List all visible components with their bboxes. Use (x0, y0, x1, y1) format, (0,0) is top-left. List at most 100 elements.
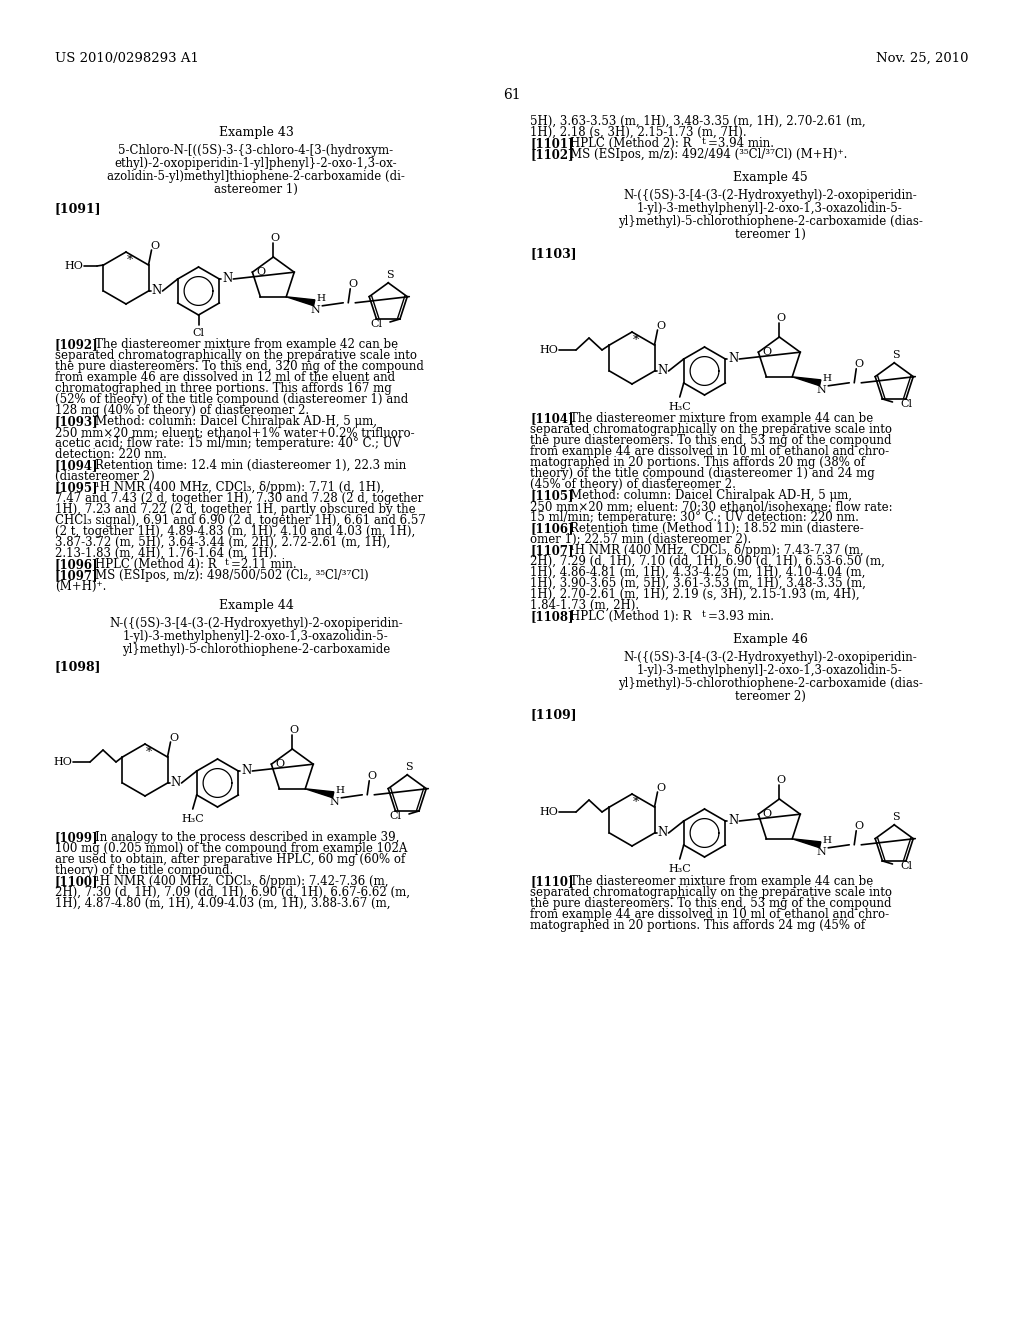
Text: [1105]: [1105] (530, 488, 573, 502)
Text: Cl: Cl (900, 399, 912, 409)
Text: N: N (657, 826, 668, 840)
Polygon shape (793, 376, 821, 385)
Text: 5H), 3.63-3.53 (m, 1H), 3.48-3.35 (m, 1H), 2.70-2.61 (m,: 5H), 3.63-3.53 (m, 1H), 3.48-3.35 (m, 1H… (530, 115, 865, 128)
Text: separated chromatographically on the preparative scale into: separated chromatographically on the pre… (530, 422, 892, 436)
Text: [1107]: [1107] (530, 544, 573, 557)
Text: [1110]: [1110] (530, 875, 573, 888)
Text: N: N (242, 764, 252, 777)
Text: azolidin-5-yl)methyl]thiophene-2-carboxamide (di-: azolidin-5-yl)methyl]thiophene-2-carboxa… (108, 170, 404, 183)
Text: S: S (386, 269, 394, 280)
Text: 128 mg (40% of theory) of diastereomer 2.: 128 mg (40% of theory) of diastereomer 2… (55, 404, 309, 417)
Text: N: N (152, 285, 162, 297)
Text: acetic acid; flow rate: 15 ml/min; temperature: 40° C.; UV: acetic acid; flow rate: 15 ml/min; tempe… (55, 437, 401, 450)
Text: yl}methyl)-5-chlorothiophene-2-carboxamide (dias-: yl}methyl)-5-chlorothiophene-2-carboxami… (617, 215, 923, 228)
Text: (diastereomer 2): (diastereomer 2) (55, 470, 155, 483)
Text: 1H), 4.86-4.81 (m, 1H), 4.33-4.25 (m, 1H), 4.10-4.04 (m,: 1H), 4.86-4.81 (m, 1H), 4.33-4.25 (m, 1H… (530, 566, 865, 579)
Text: matographed in 20 portions. This affords 20 mg (38% of: matographed in 20 portions. This affords… (530, 455, 865, 469)
Text: HO: HO (65, 261, 83, 271)
Text: [1103]: [1103] (530, 247, 577, 260)
Text: MS (ESIpos, m/z): 498/500/502 (Cl₂, ³⁵Cl/³⁷Cl): MS (ESIpos, m/z): 498/500/502 (Cl₂, ³⁵Cl… (95, 569, 369, 582)
Text: [1091]: [1091] (55, 202, 101, 215)
Text: t: t (225, 558, 229, 568)
Text: H₃C: H₃C (669, 865, 691, 874)
Text: O: O (290, 725, 299, 735)
Text: (45% of theory) of diastereomer 2.: (45% of theory) of diastereomer 2. (530, 478, 736, 491)
Text: yl}methyl)-5-chlorothiophene-2-carboxamide (dias-: yl}methyl)-5-chlorothiophene-2-carboxami… (617, 677, 923, 690)
Text: HO: HO (539, 807, 558, 817)
Text: theory) of the title compound (diastereomer 1) and 24 mg: theory) of the title compound (diastereo… (530, 467, 874, 480)
Text: Example 43: Example 43 (218, 125, 294, 139)
Text: The diastereomer mixture from example 44 can be: The diastereomer mixture from example 44… (570, 412, 873, 425)
Text: (M+H)⁺.: (M+H)⁺. (55, 579, 106, 593)
Text: O: O (270, 234, 280, 243)
Text: 1H), 2.70-2.61 (m, 1H), 2.19 (s, 3H), 2.15-1.93 (m, 4H),: 1H), 2.70-2.61 (m, 1H), 2.19 (s, 3H), 2.… (530, 587, 859, 601)
Text: the pure diastereomers. To this end, 53 mg of the compound: the pure diastereomers. To this end, 53 … (530, 898, 892, 909)
Text: Example 46: Example 46 (732, 634, 808, 645)
Text: =3.94 min.: =3.94 min. (708, 137, 774, 150)
Text: 7.47 and 7.43 (2 d, together 1H), 7.30 and 7.28 (2 d, together: 7.47 and 7.43 (2 d, together 1H), 7.30 a… (55, 492, 423, 506)
Text: 250 mm×20 mm; eluent: ethanol+1% water+0.2% trifluoro-: 250 mm×20 mm; eluent: ethanol+1% water+0… (55, 426, 415, 440)
Text: [1094]: [1094] (55, 459, 98, 473)
Text: [1104]: [1104] (530, 412, 573, 425)
Text: O: O (368, 771, 377, 781)
Text: H: H (336, 787, 345, 795)
Text: [1101]: [1101] (530, 137, 573, 150)
Text: [1095]: [1095] (55, 480, 98, 494)
Text: 3.87-3.72 (m, 5H), 3.64-3.44 (m, 2H), 2.72-2.61 (m, 1H),: 3.87-3.72 (m, 5H), 3.64-3.44 (m, 2H), 2.… (55, 536, 390, 549)
Text: =3.93 min.: =3.93 min. (708, 610, 774, 623)
Text: t: t (702, 137, 706, 147)
Text: theory) of the title compound.: theory) of the title compound. (55, 865, 233, 876)
Text: N: N (728, 814, 738, 828)
Text: O: O (656, 321, 665, 331)
Text: *: * (633, 796, 639, 808)
Text: Example 45: Example 45 (732, 172, 807, 183)
Text: [1092]: [1092] (55, 338, 98, 351)
Text: [1097]: [1097] (55, 569, 98, 582)
Text: (52% of theory) of the title compound (diastereomer 1) and: (52% of theory) of the title compound (d… (55, 393, 409, 407)
Text: Cl: Cl (193, 327, 205, 338)
Text: H: H (316, 294, 326, 304)
Text: O: O (150, 242, 159, 251)
Text: 2H), 7.29 (d, 1H), 7.10 (dd, 1H), 6.90 (d, 1H), 6.53-6.50 (m,: 2H), 7.29 (d, 1H), 7.10 (dd, 1H), 6.90 (… (530, 554, 885, 568)
Text: the pure diastereomers. To this end, 320 mg of the compound: the pure diastereomers. To this end, 320… (55, 360, 424, 374)
Text: matographed in 20 portions. This affords 24 mg (45% of: matographed in 20 portions. This affords… (530, 919, 865, 932)
Text: N: N (310, 305, 321, 314)
Text: HPLC (Method 4): R: HPLC (Method 4): R (95, 558, 217, 572)
Text: detection: 220 nm.: detection: 220 nm. (55, 447, 167, 461)
Text: 1H), 2.18 (s, 3H), 2.15-1.73 (m, 7H).: 1H), 2.18 (s, 3H), 2.15-1.73 (m, 7H). (530, 125, 746, 139)
Text: N-({(5S)-3-[4-(3-(2-Hydroxyethyl)-2-oxopiperidin-: N-({(5S)-3-[4-(3-(2-Hydroxyethyl)-2-oxop… (624, 189, 916, 202)
Text: Retention time (Method 11): 18.52 min (diastere-: Retention time (Method 11): 18.52 min (d… (570, 521, 864, 535)
Text: S: S (893, 350, 900, 360)
Polygon shape (305, 789, 334, 797)
Text: [1098]: [1098] (55, 660, 101, 673)
Text: 1.84-1.73 (m, 2H).: 1.84-1.73 (m, 2H). (530, 599, 639, 612)
Text: are used to obtain, after preparative HPLC, 60 mg (60% of: are used to obtain, after preparative HP… (55, 853, 406, 866)
Text: N: N (816, 847, 826, 857)
Text: O: O (777, 313, 785, 323)
Text: [1102]: [1102] (530, 148, 573, 161)
Text: ¹H NMR (400 MHz, CDCl₃, δ/ppm): 7.42-7.36 (m,: ¹H NMR (400 MHz, CDCl₃, δ/ppm): 7.42-7.3… (95, 875, 388, 888)
Text: MS (ESIpos, m/z): 492/494 (³⁵Cl/³⁷Cl) (M+H)⁺.: MS (ESIpos, m/z): 492/494 (³⁵Cl/³⁷Cl) (M… (570, 148, 848, 161)
Text: 1H), 7.23 and 7.22 (2 d, together 1H, partly obscured by the: 1H), 7.23 and 7.22 (2 d, together 1H, pa… (55, 503, 416, 516)
Text: N: N (728, 352, 738, 366)
Text: *: * (145, 746, 153, 759)
Text: separated chromatographically on the preparative scale into: separated chromatographically on the pre… (530, 886, 892, 899)
Text: HPLC (Method 2): R: HPLC (Method 2): R (570, 137, 691, 150)
Text: O: O (348, 279, 357, 289)
Text: from example 44 are dissolved in 10 ml of ethanol and chro-: from example 44 are dissolved in 10 ml o… (530, 908, 889, 921)
Text: CHCl₃ signal), 6.91 and 6.90 (2 d, together 1H), 6.61 and 6.57: CHCl₃ signal), 6.91 and 6.90 (2 d, toget… (55, 513, 426, 527)
Text: In analogy to the process described in example 39,: In analogy to the process described in e… (95, 832, 399, 843)
Text: O: O (855, 821, 864, 830)
Text: H: H (822, 375, 831, 383)
Text: Retention time: 12.4 min (diastereomer 1), 22.3 min: Retention time: 12.4 min (diastereomer 1… (95, 459, 407, 473)
Text: [1096]: [1096] (55, 558, 98, 572)
Text: t: t (702, 610, 706, 619)
Text: The diastereomer mixture from example 44 can be: The diastereomer mixture from example 44… (570, 875, 873, 888)
Text: [1099]: [1099] (55, 832, 98, 843)
Text: O: O (855, 359, 864, 368)
Text: astereomer 1): astereomer 1) (214, 183, 298, 195)
Text: 15 ml/min; temperature: 30° C.; UV detection: 220 nm.: 15 ml/min; temperature: 30° C.; UV detec… (530, 511, 859, 524)
Text: Cl: Cl (389, 810, 401, 821)
Text: [1106]: [1106] (530, 521, 573, 535)
Text: 2H), 7.30 (d, 1H), 7.09 (dd, 1H), 6.90 (d, 1H), 6.67-6.62 (m,: 2H), 7.30 (d, 1H), 7.09 (dd, 1H), 6.90 (… (55, 886, 410, 899)
